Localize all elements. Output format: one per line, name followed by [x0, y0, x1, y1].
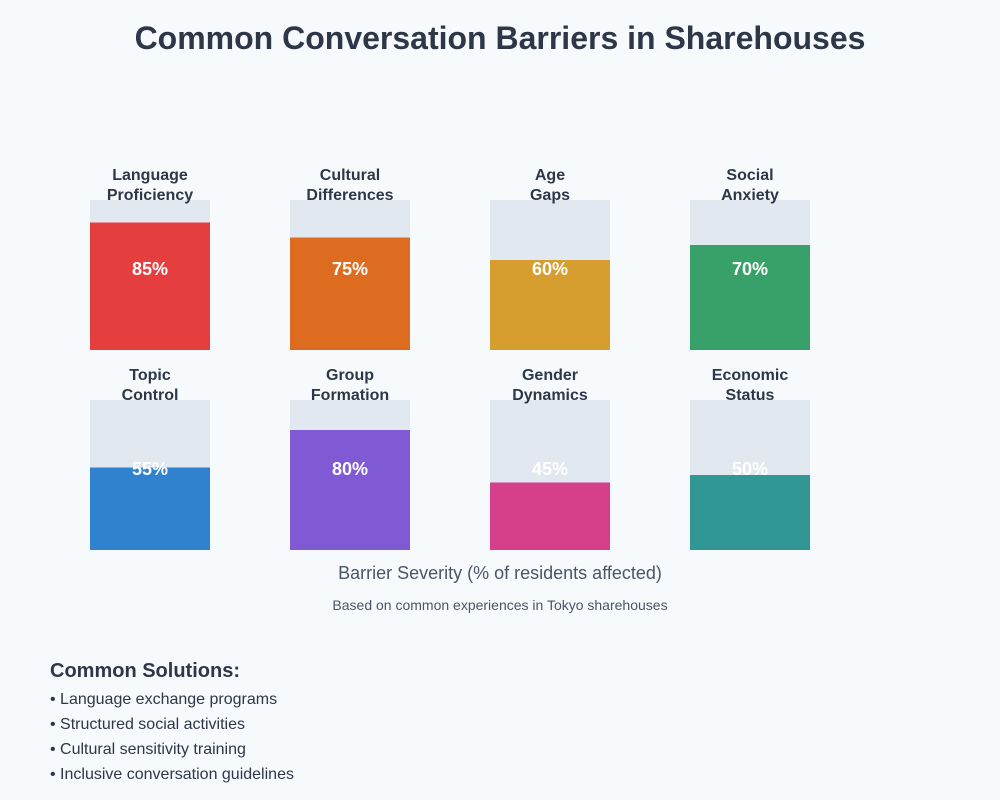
category-label: Anxiety — [721, 187, 779, 204]
category-label: Group — [326, 367, 374, 384]
data-label: 85% — [132, 259, 168, 279]
bar — [690, 475, 810, 550]
category-label: Topic — [129, 367, 171, 384]
data-label: 55% — [132, 459, 168, 479]
chart-title: Common Conversation Barriers in Sharehou… — [134, 20, 866, 56]
category-label: Language — [112, 167, 188, 184]
category-label: Economic — [712, 367, 789, 384]
solution-item: • Structured social activities — [50, 716, 246, 733]
category-label: Dynamics — [512, 387, 588, 404]
solution-item: • Language exchange programs — [50, 691, 278, 708]
bar — [90, 222, 210, 350]
category-label: Control — [122, 387, 179, 404]
solution-item: • Cultural sensitivity training — [50, 741, 246, 758]
bar-chart: Language Proficiency 85% Cultural Difference… — [90, 167, 810, 550]
data-label: 50% — [732, 459, 768, 479]
bar — [90, 467, 210, 550]
solution-item: • Inclusive conversation guidelines — [50, 766, 294, 783]
category-label: Status — [726, 387, 775, 404]
category-label: Formation — [311, 387, 389, 404]
x-axis-label: Barrier Severity (% of residents affecte… — [338, 563, 662, 583]
category-label: Gaps — [530, 187, 570, 204]
data-label: 60% — [532, 259, 568, 279]
category-label: Cultural — [320, 167, 380, 184]
solutions-heading: Common Solutions: — [50, 660, 240, 682]
category-label: Gender — [522, 367, 578, 384]
data-label: 45% — [532, 459, 568, 479]
bar — [490, 260, 610, 350]
data-label: 75% — [332, 259, 368, 279]
bar — [290, 237, 410, 350]
category-label: Proficiency — [107, 187, 193, 204]
data-label: 80% — [332, 459, 368, 479]
chart-subtitle: Based on common experiences in Tokyo sha… — [332, 597, 668, 613]
bar — [290, 430, 410, 550]
category-label: Social — [726, 167, 773, 184]
bar — [690, 245, 810, 350]
category-label: Age — [535, 167, 565, 184]
data-label: 70% — [732, 259, 768, 279]
category-label: Differences — [306, 187, 393, 204]
solutions-list: • Language exchange programs • Structure… — [50, 691, 294, 791]
solutions-section: Common Solutions: • Language exchange pr… — [50, 660, 294, 791]
bar — [490, 482, 610, 550]
